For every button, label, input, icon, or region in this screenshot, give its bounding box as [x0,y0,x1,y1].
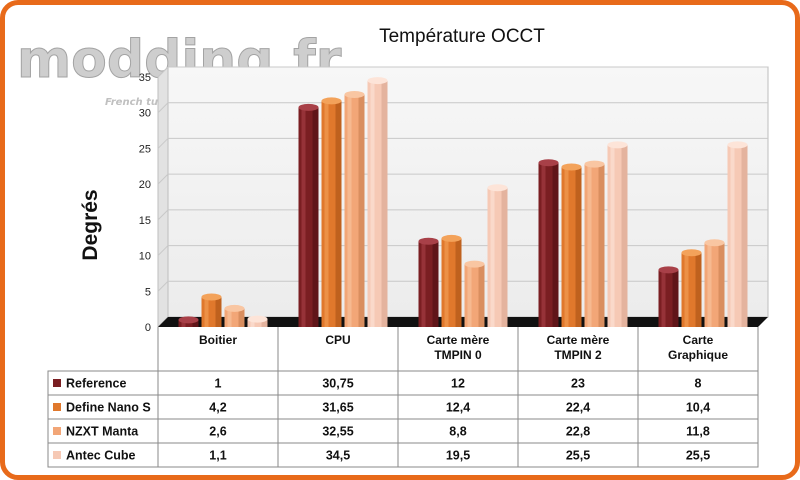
bar [464,260,485,327]
y-tick-label: 30 [139,108,151,120]
y-tick-label: 15 [139,215,151,227]
x-tick-label: CPU [325,333,350,347]
bar [418,237,439,327]
bar [704,239,725,327]
y-tick-label: 20 [139,179,151,191]
gridline [157,209,169,221]
y-tick-label: 5 [145,286,151,298]
data-label: 25,5 [686,449,710,463]
y-tick-label: 10 [139,251,151,263]
data-label: 31,65 [322,401,353,415]
legend-swatch [53,427,61,435]
data-label: 8 [695,377,702,391]
legend-swatch [53,379,61,387]
data-label: 4,2 [209,401,226,415]
bar [344,91,365,327]
watermark: modding.fr French tuning modding.fr [17,30,560,128]
x-tick-label: Boitier [199,333,237,347]
bar [487,184,508,327]
data-label: 22,4 [566,401,590,415]
chart-svg: modding.fr French tuning modding.fr Temp… [17,26,769,468]
legend-swatch [53,451,61,459]
watermark-tagline: French tuning [105,97,183,108]
y-tick-label: 35 [139,72,151,84]
bar [201,293,222,327]
bar [224,304,245,327]
watermark-logo: modding.fr [17,30,342,90]
gridline [157,245,169,256]
bar [298,103,319,327]
legend-label: Reference [66,377,126,391]
bar [321,97,342,327]
legend-swatch [53,403,61,411]
data-label: 30,75 [322,377,353,391]
bar [584,160,605,327]
bar [658,266,679,327]
data-label: 34,5 [326,449,350,463]
bar [538,159,559,327]
data-table: Boitier CPU Carte mère TMPIN 0 Carte mère TMP… [47,327,759,468]
data-label: 11,8 [686,425,710,439]
bar [178,316,199,327]
bar [561,163,582,327]
data-label: 10,4 [686,401,710,415]
bar [441,234,462,327]
data-label: 22,8 [566,425,590,439]
legend-label: Define Nano S [66,401,151,415]
gridline [157,280,169,292]
data-label: 8,8 [449,425,466,439]
x-tick-label: Carte mère TMPIN 2 [547,333,610,362]
data-label: 12,4 [446,401,470,415]
data-label: 23 [571,377,585,391]
data-label: 12 [451,377,465,391]
chart-title: Température OCCT [379,26,545,47]
x-tick-label: Carte Graphique [668,333,728,362]
chart-side-wall [157,65,169,329]
data-label: 2,6 [209,425,226,439]
y-axis-label: Degrés [79,189,102,260]
bar [247,315,268,327]
bar [727,141,748,327]
data-label: 19,5 [446,449,470,463]
gridline [157,138,169,149]
data-label: 32,55 [322,425,353,439]
legend-label: NZXT Manta [66,425,139,439]
bar [367,77,388,327]
y-tick-label: 0 [145,322,151,334]
gridline [157,102,169,114]
gridline [157,66,169,78]
gridline [157,173,169,185]
x-tick-label: Carte mère TMPIN 0 [427,333,490,362]
data-label: 1,1 [209,449,226,463]
data-label: 25,5 [566,449,590,463]
bar [607,141,628,327]
data-label: 1 [215,377,222,391]
legend-label: Antec Cube [66,449,136,463]
bar [681,249,702,327]
y-tick-label: 25 [139,143,151,155]
